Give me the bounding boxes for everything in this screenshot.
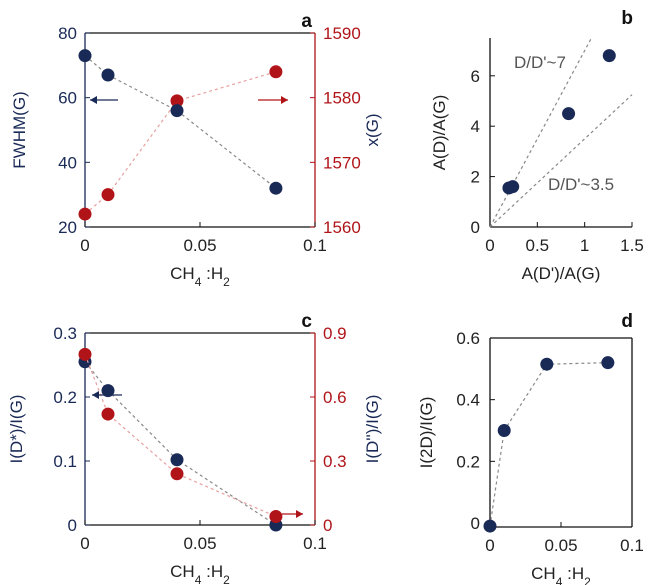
panel-c-ytick-label: 0.2 xyxy=(53,388,77,407)
panel-c-ytick-label-right: 0.6 xyxy=(323,388,347,407)
panel-a-ytick-label-right: 1580 xyxy=(323,89,361,108)
panel-b-point xyxy=(506,180,520,194)
panel-a-right-arrow-head xyxy=(281,96,288,104)
panel-c-ytick-label-right: 0.9 xyxy=(323,324,347,343)
panel-a: 0 0.05 0.1 20 40 60 80 1560 1570 1580 1590 FWHM(G) x… xyxy=(10,11,382,289)
panel-b-xtick-label: 0 xyxy=(485,236,494,255)
panel-d-xtick-label: 0.1 xyxy=(620,536,644,555)
panel-a-ytick-label: 60 xyxy=(58,89,77,108)
panel-c-red-series-point xyxy=(269,509,283,523)
panel-b-ytick-label: 2 xyxy=(471,168,480,187)
panel-d-ytick-label: 0.4 xyxy=(456,391,480,410)
panel-b-ytick-label: 0 xyxy=(471,218,480,237)
panel-d: 0 0.05 0.1 0 0.2 0.4 0.6 I(2D)/I(G) CH4 :H2 d xyxy=(417,311,644,585)
panel-b-xlabel: A(D')/A(G) xyxy=(522,264,601,283)
panel-c-left-arrow-head xyxy=(92,391,99,399)
panel-a-ytick-label: 40 xyxy=(58,153,77,172)
panel-c-xtick-label: 0 xyxy=(80,534,89,553)
panel-c: 0 0.05 0.100.10.20.300.30.60.9I(D*)/I(G) I(… xyxy=(7,311,382,585)
panel-a-red-series-point xyxy=(170,94,184,108)
panel-b-reference-line xyxy=(489,94,633,228)
panel-a-left-arrow-head xyxy=(90,96,97,104)
panel-a-navy-series-line xyxy=(84,55,277,189)
panel-c-letter: c xyxy=(301,311,312,332)
panel-b-annotation-slope-7: D/D'~7 xyxy=(514,53,566,72)
panel-c-red-series-point xyxy=(170,467,184,481)
panel-a-ytick-label: 20 xyxy=(58,218,77,237)
panel-a-xtick-label: 0.05 xyxy=(183,236,216,255)
panel-d-series-point xyxy=(540,357,554,371)
panel-c-right-arrow-head xyxy=(296,510,303,518)
panel-a-letter: a xyxy=(301,11,312,32)
panel-c-navy-series-point xyxy=(170,453,184,467)
panel-c-ytick-label: 0 xyxy=(68,516,77,535)
panel-c-navy-series-line xyxy=(84,361,277,526)
panel-c-ylabel-right: I(D'')/I(G) xyxy=(363,395,382,464)
panel-a-red-series-point xyxy=(78,207,92,221)
panel-a-ytick-label-right: 1570 xyxy=(323,153,361,172)
panel-c-ytick-label: 0.1 xyxy=(53,452,77,471)
panel-d-xtick-label: 0.05 xyxy=(544,536,577,555)
panel-a-xlabel: CH4 :H2 xyxy=(170,264,230,289)
panel-a-navy-series-point xyxy=(170,104,184,118)
panel-b-ytick-label: 6 xyxy=(471,67,480,86)
panel-b-letter: b xyxy=(621,8,633,29)
panel-a-ytick-label-right: 1590 xyxy=(323,24,361,43)
panel-c-navy-series-point xyxy=(101,384,115,398)
panel-d-series-line xyxy=(489,362,608,527)
panel-a-red-series-line xyxy=(84,71,277,215)
panel-b-annotation-slope-3-5: D/D'~3.5 xyxy=(548,175,614,194)
panel-b-xtick-label: 0.5 xyxy=(526,236,550,255)
panel-a-xtick-label: 0 xyxy=(80,236,89,255)
panel-a-red-series-point xyxy=(101,188,115,202)
panel-c-xtick-label: 0.1 xyxy=(303,534,327,553)
panel-c-ylabel-left: I(D*)/I(G) xyxy=(7,395,26,464)
panel-c-red-series-point xyxy=(78,347,92,361)
panel-c-red-series-point xyxy=(101,407,115,421)
panel-b-point xyxy=(602,49,616,63)
panel-a-navy-series-point xyxy=(101,68,115,82)
panel-b-xtick-label: 1.5 xyxy=(620,236,644,255)
panel-a-ylabel-left: FWHM(G) xyxy=(10,91,29,168)
panel-a-xtick-label: 0.1 xyxy=(303,236,327,255)
panel-c-red-series-line xyxy=(84,354,277,518)
panel-a-red-series-point xyxy=(269,65,283,79)
panel-a-ytick-label-right: 1560 xyxy=(323,218,361,237)
panel-d-ylabel: I(2D)/I(G) xyxy=(417,397,436,469)
panel-d-ytick-label: 0.6 xyxy=(456,329,480,348)
panel-d-series-point xyxy=(483,519,497,533)
panel-c-ytick-label: 0.3 xyxy=(53,324,77,343)
panel-b-xtick-label: 1 xyxy=(580,236,589,255)
panel-d-ytick-label: 0.2 xyxy=(456,452,480,471)
panel-c-xtick-label: 0.05 xyxy=(183,534,216,553)
panel-c-ytick-label-right: 0.3 xyxy=(323,452,347,471)
panel-c-ytick-label-right: 0 xyxy=(323,516,332,535)
panel-a-navy-series-point xyxy=(78,49,92,63)
panel-a-navy-series-point xyxy=(269,181,283,195)
panel-b-ytick-label: 4 xyxy=(471,117,480,136)
panel-d-series-point xyxy=(497,424,511,437)
panel-c-xlabel: CH4 :H2 xyxy=(170,562,230,585)
panel-d-letter: d xyxy=(621,311,633,332)
panel-d-ytick-label: 0 xyxy=(471,514,480,533)
panel-d-xtick-label: 0 xyxy=(485,536,494,555)
panel-a-ytick-label: 80 xyxy=(58,24,77,43)
panel-d-series-point xyxy=(601,356,615,370)
panel-a-ylabel-right: x(G) xyxy=(363,113,382,146)
panel-b: 0 0.5 1 1.5 0 2 4 6 D/D'~7 D/D'~3.5 A(D)/A(G) A(D')… xyxy=(430,8,644,283)
panel-b-ylabel: A(D)/A(G) xyxy=(430,95,449,171)
panel-d-xlabel: CH4 :H2 xyxy=(531,564,591,585)
panel-b-point xyxy=(562,107,576,121)
